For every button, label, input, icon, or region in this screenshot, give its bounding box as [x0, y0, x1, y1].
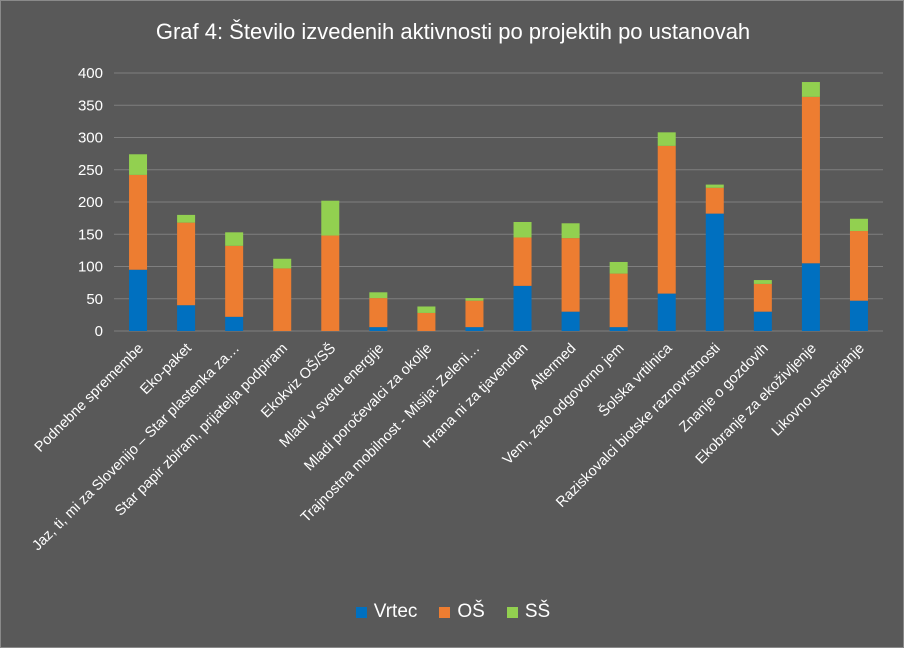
- x-tick-label: Star papir zbiram, prijatelja podpiram: [112, 341, 291, 520]
- y-tick-label: 250: [78, 162, 103, 179]
- bar-segment-sš: [513, 221, 532, 238]
- bar-segment-sš: [129, 154, 148, 175]
- y-tick-label: 150: [78, 226, 103, 243]
- bar-segment-oš: [129, 174, 148, 270]
- x-tick-label: Podnebne spremembe: [32, 341, 147, 456]
- y-tick-label: 200: [78, 194, 103, 211]
- legend-swatch: [355, 606, 367, 618]
- bar-segment-oš: [417, 312, 436, 331]
- x-tick-label: Likovno ustvarjanje: [769, 341, 868, 440]
- bar-segment-oš: [849, 231, 868, 301]
- chart-plot-area: 0 50 100 150 200 250 300 350 400 Podnebne spremem…: [29, 65, 883, 555]
- bar-segment-sš: [753, 280, 772, 284]
- bar-segment-sš: [465, 298, 484, 301]
- bar-segment-oš: [753, 283, 772, 312]
- bar-segment-oš: [705, 187, 724, 214]
- bar-segment-vrtec: [465, 327, 484, 331]
- bar-segment-oš: [609, 273, 628, 328]
- bar-segment-oš: [513, 237, 532, 286]
- bar-segment-sš: [801, 82, 820, 97]
- legend-label: SŠ: [524, 601, 551, 622]
- bar-segment-sš: [417, 306, 436, 313]
- chart-title: Graf 4: Število izvedenih aktivnosti po …: [155, 19, 751, 44]
- bar-segment-oš: [273, 268, 292, 331]
- bar-segment-vrtec: [369, 327, 388, 331]
- bar-segment-sš: [705, 184, 724, 188]
- legend-label: Vrtec: [373, 601, 418, 622]
- y-tick-label: 0: [95, 323, 103, 340]
- bar-segment-vrtec: [849, 300, 868, 331]
- legend-item: Vrtec: [355, 601, 418, 623]
- bar-segment-vrtec: [561, 311, 580, 331]
- bar-segment-vrtec: [705, 213, 724, 331]
- bar-segment-sš: [273, 258, 292, 269]
- legend-item: OŠ: [439, 601, 485, 623]
- y-tick-label: 100: [78, 259, 103, 276]
- bar-segment-vrtec: [129, 269, 148, 331]
- bar-segment-vrtec: [177, 305, 196, 331]
- bar-segment-vrtec: [513, 285, 532, 331]
- bar-segment-vrtec: [801, 263, 820, 331]
- bar-segment-oš: [801, 96, 820, 264]
- y-tick-label: 350: [78, 97, 103, 114]
- legend-label: OŠ: [457, 601, 485, 622]
- legend-swatch: [439, 606, 451, 618]
- bar-segment-oš: [465, 300, 484, 328]
- x-tick-label: Trajnostna mobilnost - Misija: Zeleni…: [298, 341, 483, 526]
- bar-segment-oš: [561, 238, 580, 312]
- y-tick-label: 50: [86, 291, 103, 308]
- x-tick-label: Jaz, ti, mi za Slovenijo – Star plastenk…: [29, 341, 243, 555]
- bar-segment-oš: [369, 298, 388, 328]
- bar-segment-vrtec: [225, 316, 244, 331]
- bar-segment-oš: [225, 245, 244, 317]
- bar-segment-sš: [849, 218, 868, 232]
- bar-segment-sš: [321, 200, 340, 236]
- chart-legend: Vrtec OŠ SŠ: [1, 601, 904, 623]
- bar-segment-oš: [177, 222, 196, 306]
- bar-segment-sš: [369, 292, 388, 299]
- bar-segment-sš: [657, 132, 676, 146]
- bar-segment-sš: [561, 223, 580, 239]
- bar-segment-vrtec: [657, 293, 676, 331]
- bar-segment-oš: [657, 145, 676, 294]
- bar-segment-sš: [609, 261, 628, 274]
- bar-segment-vrtec: [609, 327, 628, 331]
- bar-segment-vrtec: [753, 311, 772, 331]
- y-tick-label: 300: [78, 130, 103, 147]
- legend-item: SŠ: [506, 601, 551, 623]
- bar-segment-sš: [225, 232, 244, 246]
- bar-segment-sš: [177, 214, 196, 223]
- bar-segment-oš: [321, 235, 340, 331]
- y-tick-label: 400: [78, 65, 103, 82]
- legend-swatch: [506, 606, 518, 618]
- x-tick-label: Znanje o gozdovih: [677, 341, 772, 436]
